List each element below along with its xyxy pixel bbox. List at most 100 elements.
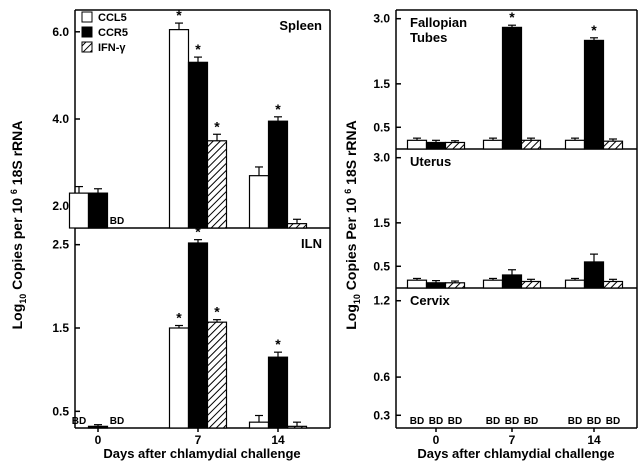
x-tick-label: 7	[509, 433, 516, 447]
bd-label: BD	[524, 416, 538, 427]
bd-label: BD	[410, 416, 424, 427]
bar-ifn-day14	[286, 425, 308, 429]
panel-uterus: 0.5 1.5 3.0 Uterus	[373, 149, 638, 289]
bd-label: BD	[72, 416, 86, 427]
bd-label: BD	[486, 416, 500, 427]
panel-label: Uterus	[410, 154, 451, 169]
bd-label: BD	[110, 216, 124, 227]
bar-ccr5-day7	[187, 61, 209, 229]
legend: CCL5 CCR5 IFN-γ	[81, 11, 128, 54]
panel-spleen: 2.0 4.0 6.0 Spleen BD * * * *	[52, 7, 331, 229]
x-tick-label: 0	[95, 433, 102, 447]
bar-ccl5-day14	[248, 421, 270, 429]
bar-ifn-day14	[602, 140, 624, 150]
panel-label: ILN	[301, 236, 322, 251]
bar-ifn-day7	[206, 140, 228, 229]
x-axis-title-right: Days after chlamydial challenge	[417, 446, 614, 461]
y-axis-title-left: Log10 Copies per 10 6 18S rRNA	[9, 121, 28, 330]
panel-cervix: 0.3 0.6 1.2 Cervix BD BD BD BD BD BD BD BD BD 0 7 14	[373, 288, 638, 447]
bd-label: BD	[568, 416, 582, 427]
legend-swatch	[81, 26, 93, 38]
legend-label: CCR5	[98, 27, 128, 39]
bar-ccr5-day14	[583, 39, 605, 150]
legend-swatch	[81, 11, 93, 23]
left-chart: 2.0 4.0 6.0 Spleen BD * * * * 0.5 1.5 2.5 ILN BD BD * * *…	[52, 7, 331, 447]
significance-star: *	[195, 224, 201, 240]
bar-ccl5-day7	[482, 279, 504, 289]
bar-ifn-day0	[444, 141, 466, 150]
bar-ccl5-day0	[406, 139, 428, 150]
y-axis-title-right: Log10 Copies Per 10 6 18S rRNA	[343, 120, 362, 330]
bar-ccl5-day7	[168, 327, 190, 429]
y-tick-label: 2.0	[52, 199, 69, 213]
panel-iln: 0.5 1.5 2.5 ILN BD BD * * * * 0 7 14	[52, 224, 331, 447]
bar-ifn-day14	[602, 280, 624, 289]
bar-ccr5-day14	[267, 120, 289, 229]
x-tick-label: 14	[587, 433, 601, 447]
bar-ifn-day7	[520, 139, 542, 150]
bar-ccl5-day0	[68, 192, 90, 229]
panel-label: Spleen	[279, 18, 322, 33]
bar-ccr5-day0	[87, 192, 109, 229]
bar-ifn-day7	[206, 321, 228, 429]
bar-ccr5-day14	[267, 356, 289, 429]
axis-labels: Log10 Copies per 10 6 18S rRNA Log10 Copi…	[9, 120, 615, 461]
y-tick-label: 1.5	[373, 77, 390, 91]
bar-ccr5-day14	[583, 261, 605, 289]
panel-label: Tubes	[410, 30, 447, 45]
bar-ccl5-day14	[564, 279, 586, 289]
legend-swatch	[81, 41, 93, 53]
y-tick-label: 4.0	[52, 112, 69, 126]
bar-ccl5-day0	[406, 279, 428, 289]
y-tick-label: 1.2	[373, 294, 390, 308]
bar-ifn-day7	[520, 280, 542, 289]
bar-ccl5-day14	[564, 139, 586, 150]
bar-ccr5-day0	[425, 282, 447, 289]
significance-star: *	[176, 7, 182, 23]
x-tick-label: 7	[195, 433, 202, 447]
bar-ccr5-day0	[425, 141, 447, 150]
y-tick-label: 3.0	[373, 12, 390, 26]
panel-label: Cervix	[410, 293, 451, 308]
y-tick-label: 2.5	[52, 238, 69, 252]
y-tick-label: 0.6	[373, 370, 390, 384]
y-tick-label: 0.5	[52, 404, 69, 418]
significance-star: *	[591, 22, 597, 38]
x-tick-label: 14	[271, 433, 285, 447]
bd-label: BD	[429, 416, 443, 427]
y-tick-label: 0.5	[373, 120, 390, 134]
panel-label: Fallopian	[410, 15, 467, 30]
y-tick-label: 0.3	[373, 408, 390, 422]
significance-star: *	[214, 304, 220, 320]
y-tick-label: 1.5	[373, 216, 390, 230]
x-tick-label: 0	[433, 433, 440, 447]
y-tick-label: 6.0	[52, 25, 69, 39]
x-axis-title-left: Days after chlamydial challenge	[103, 446, 300, 461]
bar-ccl5-day7	[482, 139, 504, 150]
bar-ccr5-day7	[501, 274, 523, 289]
bd-label: BD	[448, 416, 462, 427]
bar-ccl5-day14	[248, 175, 270, 229]
bar-ccr5-day7	[187, 242, 209, 429]
bar-ccl5-day7	[168, 29, 190, 229]
significance-star: *	[509, 9, 515, 25]
y-tick-label: 3.0	[373, 151, 390, 165]
bar-ccr5-day7	[501, 26, 523, 150]
bd-label: BD	[606, 416, 620, 427]
significance-star: *	[214, 118, 220, 134]
significance-star: *	[176, 310, 182, 326]
significance-star: *	[275, 101, 281, 117]
bd-label: BD	[110, 416, 124, 427]
legend-label: IFN-γ	[98, 42, 126, 54]
significance-star: *	[195, 41, 201, 57]
y-tick-label: 1.5	[52, 321, 69, 335]
bar-ccr5-day0	[87, 425, 109, 429]
significance-star: *	[275, 336, 281, 352]
bd-label: BD	[587, 416, 601, 427]
bar-ifn-day0	[444, 282, 466, 289]
bd-label: BD	[505, 416, 519, 427]
y-tick-label: 0.5	[373, 259, 390, 273]
